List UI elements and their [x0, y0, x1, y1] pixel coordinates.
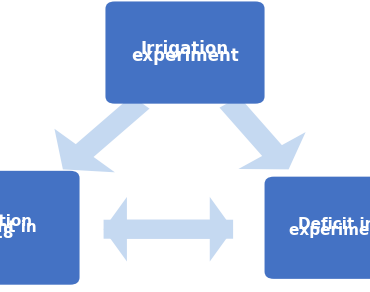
Polygon shape: [219, 97, 306, 169]
Text: 2018: 2018: [0, 226, 14, 241]
Polygon shape: [104, 197, 233, 262]
FancyBboxPatch shape: [265, 177, 370, 279]
FancyBboxPatch shape: [105, 1, 265, 104]
Text: experiment: experiment: [131, 47, 239, 65]
Text: irrigation: irrigation: [0, 214, 33, 230]
Text: Irrigation: Irrigation: [141, 40, 229, 58]
Polygon shape: [104, 197, 233, 262]
Text: Deficit irriga: Deficit irriga: [297, 217, 370, 232]
Text: experiment  in: experiment in: [289, 223, 370, 238]
Text: eriment in: eriment in: [0, 220, 37, 235]
Polygon shape: [54, 96, 149, 172]
FancyBboxPatch shape: [0, 171, 80, 285]
